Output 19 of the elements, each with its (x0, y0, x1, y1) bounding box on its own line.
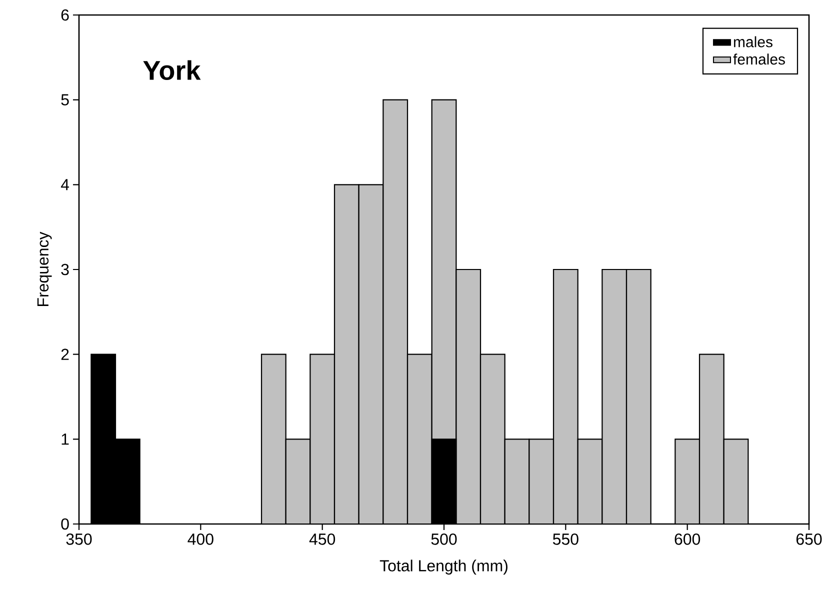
y-tick-label: 2 (61, 348, 69, 360)
x-tick-label: 650 (796, 534, 822, 545)
x-tick-label: 600 (674, 534, 700, 545)
y-tick-label: 4 (60, 179, 70, 190)
y-tick-label: 1 (62, 434, 69, 445)
x-tick-label: 450 (309, 534, 336, 545)
y-tick-label: 0 (61, 518, 69, 530)
x-axis-title: Total Length (mm) (380, 560, 508, 575)
legend-label: females (733, 54, 785, 65)
x-tick-label: 550 (552, 534, 578, 545)
y-tick-label: 3 (61, 264, 69, 276)
x-tick-label: 500 (431, 534, 457, 545)
x-tick-label: 350 (66, 534, 92, 545)
y-tick-label: 5 (61, 94, 69, 106)
y-axis-title: Frequency (37, 232, 52, 306)
x-tick-label: 400 (188, 534, 214, 545)
y-tick-label: 6 (61, 9, 69, 21)
text: York (143, 60, 201, 80)
legend-label: males (734, 36, 772, 48)
